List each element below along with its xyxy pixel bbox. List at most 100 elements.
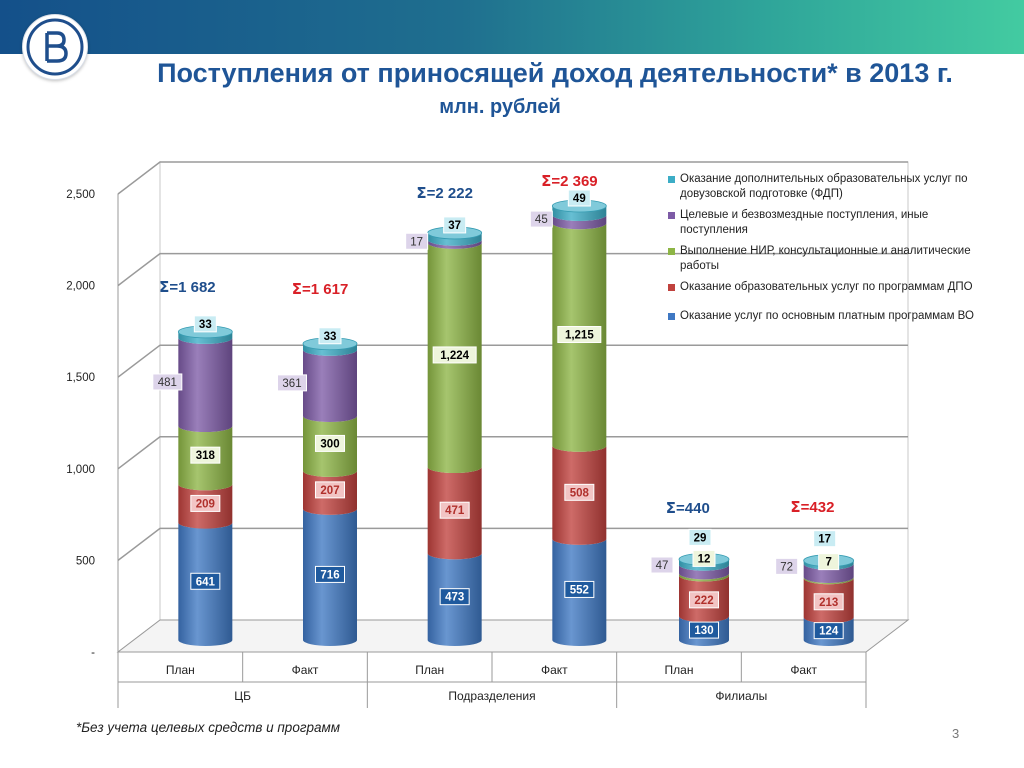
data-label-box (443, 216, 467, 234)
data-label: 209 (196, 498, 215, 510)
data-label: 17 (410, 236, 423, 248)
page-title: Поступления от приносящей доход деятельн… (157, 58, 953, 88)
chart-legend: Оказание дополнительных образовательных … (668, 172, 988, 324)
cylinder-segment (679, 564, 729, 580)
cylinder-segment (178, 337, 233, 433)
data-label: 508 (570, 487, 590, 499)
column-total: =440 (676, 500, 710, 517)
data-label-box (818, 553, 840, 571)
data-label-box (439, 501, 470, 519)
data-label: 33 (199, 319, 212, 331)
group-label: Филиалы (715, 689, 767, 703)
column-total: =1 682 (169, 279, 215, 296)
total-sigma-icon: Σ (790, 498, 800, 516)
data-label-box (315, 565, 345, 583)
data-label: 17 (818, 534, 831, 546)
total-sigma-icon: Σ (292, 280, 302, 298)
data-label: 1,224 (440, 350, 469, 362)
data-label: 29 (694, 532, 707, 544)
header-bar (0, 0, 1024, 54)
y-tick-label: - (91, 647, 95, 659)
legend-swatch (668, 313, 675, 320)
data-label-box (152, 373, 183, 391)
category-label: Факт (790, 663, 817, 677)
chart-side-wall (117, 160, 161, 654)
data-label: 49 (573, 193, 586, 205)
data-label: 12 (698, 553, 711, 565)
data-label: 473 (445, 592, 464, 604)
data-label: 130 (694, 625, 713, 637)
total-sigma-icon: Σ (541, 172, 551, 190)
legend-item: Выполнение НИР, консультационные и анали… (668, 244, 988, 274)
gridline (117, 344, 908, 378)
data-label: 300 (320, 438, 339, 450)
footnote: *Без учета целевых средств и программ (76, 720, 341, 735)
legend-swatch (668, 284, 675, 291)
data-label: 7 (825, 557, 831, 569)
data-label: 72 (780, 561, 793, 573)
data-label-box (813, 530, 837, 548)
data-label-box (650, 556, 674, 574)
data-label-box (557, 326, 602, 344)
gridline (117, 527, 908, 561)
legend-label: Выполнение НИР, консультационные и анали… (680, 245, 971, 272)
data-label-box (190, 572, 221, 590)
data-label-box (432, 346, 477, 364)
data-label-box (564, 483, 595, 501)
data-label-box (813, 622, 844, 640)
group-label: ЦБ (234, 689, 251, 703)
page-number: 3 (952, 726, 960, 741)
cylinder-segment (803, 563, 854, 583)
total-sigma-icon: Σ (666, 499, 676, 517)
data-label-box (689, 591, 719, 609)
data-label: 641 (196, 576, 216, 588)
data-label-box (193, 315, 217, 333)
category-label: План (166, 663, 195, 677)
legend-label: Оказание дополнительных образовательных … (680, 173, 968, 200)
column-total: =432 (801, 499, 835, 516)
data-label: 1,215 (565, 330, 594, 342)
legend-item: Оказание образовательных услуг по програ… (668, 280, 988, 295)
page-subtitle: млн. рублей (439, 96, 561, 118)
column-total: =1 617 (302, 281, 348, 298)
legend-item: Оказание услуг по основным платным прогр… (668, 309, 988, 324)
gridline (117, 252, 908, 287)
category-label: План (665, 663, 694, 677)
gridline (117, 161, 908, 195)
data-label-box (315, 434, 345, 452)
cylinder-segment (303, 349, 357, 422)
cylinder-segment (552, 205, 607, 221)
data-label-box (315, 481, 345, 499)
data-label-box (529, 210, 553, 228)
data-label: 471 (445, 505, 465, 517)
legend-label: Целевые и безвозмездные поступления, ины… (680, 209, 929, 236)
data-label: 45 (535, 214, 548, 226)
data-label-box (277, 374, 307, 392)
university-logo (22, 14, 88, 80)
cylinder-segment (679, 573, 729, 582)
y-tick-label: 1,000 (66, 464, 95, 476)
cylinder-segment (552, 214, 607, 230)
data-label: 213 (819, 597, 838, 609)
income-chart: - 500 1,000 1,500 2,000 2,500 План Факт План Факт… (66, 160, 910, 708)
data-label-box (318, 327, 342, 345)
cylinder-segment (803, 560, 854, 570)
legend-label: Оказание образовательных услуг по програ… (680, 281, 973, 293)
data-label-box (688, 528, 712, 546)
total-sigma-icon: Σ (416, 184, 426, 202)
cylinder-segment (679, 559, 729, 571)
data-label-box (567, 189, 591, 207)
legend-swatch (668, 248, 675, 255)
data-label: 47 (656, 560, 669, 572)
data-label-box (564, 580, 595, 598)
data-label-box (689, 621, 719, 639)
data-label: 552 (570, 584, 589, 596)
cylinder-segment (427, 239, 482, 249)
category-label: Факт (541, 663, 568, 677)
data-label: 124 (819, 626, 839, 638)
y-tick-label: 1,500 (66, 372, 95, 384)
data-label-box (190, 494, 221, 512)
legend-item: Целевые и безвозмездные поступления, ины… (668, 208, 988, 238)
data-label: 222 (694, 595, 713, 607)
data-label-box (813, 593, 844, 611)
